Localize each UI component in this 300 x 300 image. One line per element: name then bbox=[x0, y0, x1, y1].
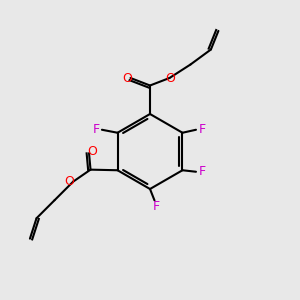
Text: O: O bbox=[165, 72, 175, 85]
Text: F: F bbox=[198, 123, 206, 136]
Text: F: F bbox=[152, 200, 160, 213]
Text: O: O bbox=[123, 71, 132, 85]
Text: O: O bbox=[88, 145, 98, 158]
Text: F: F bbox=[198, 165, 206, 178]
Text: O: O bbox=[64, 175, 74, 188]
Text: F: F bbox=[92, 123, 100, 136]
